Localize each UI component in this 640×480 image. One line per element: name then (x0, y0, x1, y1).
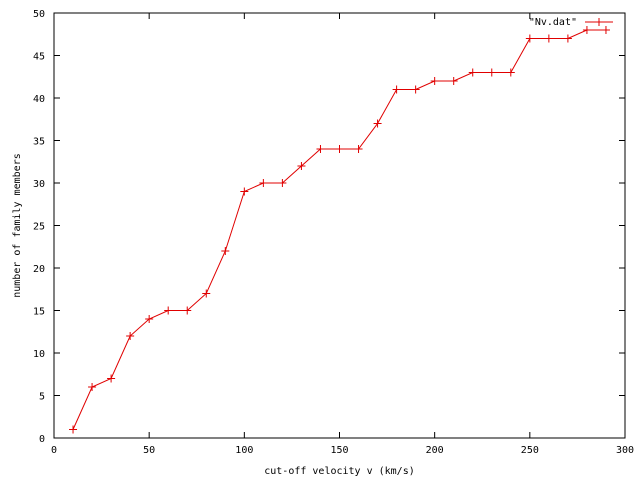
legend-marker (595, 18, 603, 26)
y-tick-label: 40 (33, 94, 45, 105)
data-point (563, 34, 572, 43)
data-point (202, 289, 211, 298)
data-point (221, 247, 230, 255)
data-point (278, 179, 287, 187)
data-point (126, 332, 135, 340)
x-tick-label: 300 (616, 445, 634, 456)
y-axis-label: number of family members (12, 153, 23, 298)
data-point (411, 85, 420, 94)
data-point (392, 85, 401, 94)
data-point (164, 306, 173, 315)
data-point (259, 179, 268, 187)
x-tick-label: 100 (235, 445, 253, 456)
y-tick-label: 35 (33, 137, 45, 148)
x-tick-label: 0 (51, 445, 57, 456)
y-tick-label: 0 (39, 434, 45, 445)
y-tick-label: 50 (33, 9, 45, 20)
x-axis-label: cut-off velocity v (km/s) (264, 466, 415, 477)
x-tick-label: 150 (330, 445, 348, 456)
data-point (373, 119, 382, 128)
y-tick-label: 25 (33, 222, 45, 233)
data-point (107, 374, 116, 383)
data-point (601, 26, 610, 34)
data-point (544, 34, 553, 43)
data-point (240, 187, 249, 196)
legend: "Nv.dat" (529, 17, 613, 28)
x-tick-label: 50 (143, 445, 155, 456)
series-layer (69, 26, 610, 434)
y-tick-label: 30 (33, 179, 45, 190)
data-point (487, 68, 496, 77)
y-tick-label: 15 (33, 307, 45, 318)
series-line (72, 29, 606, 430)
data-point (354, 145, 363, 153)
data-point (430, 77, 439, 85)
axis-ticks: 0 50 100 150 200 250 300 0 5 10 15 20 25 30 35 40 45 50 (33, 9, 634, 456)
x-tick-label: 200 (426, 445, 444, 456)
x-tick-label: 250 (521, 445, 539, 456)
data-point (335, 145, 344, 153)
data-point (88, 383, 97, 391)
data-point (449, 77, 458, 85)
data-point (69, 425, 78, 434)
legend-label: "Nv.dat" (529, 17, 577, 28)
data-point (145, 315, 154, 323)
y-tick-label: 45 (33, 52, 45, 63)
y-tick-label: 5 (39, 392, 45, 403)
data-point (506, 68, 515, 77)
data-point (525, 34, 534, 43)
plot-frame (53, 12, 626, 439)
y-tick-label: 10 (33, 349, 45, 360)
y-tick-label: 20 (33, 264, 45, 275)
data-point (183, 306, 192, 315)
data-point (468, 68, 477, 77)
data-point (316, 145, 325, 153)
data-point (297, 162, 306, 170)
data-point (582, 26, 591, 34)
